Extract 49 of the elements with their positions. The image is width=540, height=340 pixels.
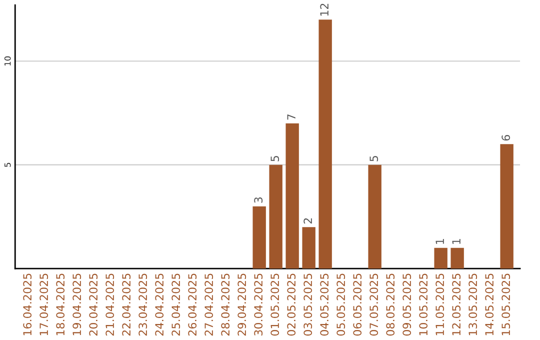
bar (269, 164, 282, 269)
bar (286, 123, 299, 269)
x-tick-label: 29.04.2025 (238, 274, 246, 336)
x-tick-label: 20.04.2025 (89, 274, 98, 336)
x-tick-label: 27.04.2025 (204, 274, 214, 336)
x-tick-label: 17.04.2025 (40, 274, 48, 336)
x-tick-label: 30.04.2025 (254, 274, 263, 336)
x-tick-label: 22.04.2025 (122, 274, 131, 336)
bar (252, 206, 266, 269)
x-tick-label: 05.05.2025 (336, 274, 346, 336)
data-label: 3 (254, 197, 263, 203)
data-label: 5 (370, 156, 378, 162)
x-tick-label: 01.05.2025 (270, 274, 280, 336)
x-tick-label: 08.05.2025 (386, 274, 395, 336)
x-tick-label: 14.05.2025 (485, 274, 494, 336)
data-label: 1 (452, 239, 460, 244)
x-tick-label: 06.05.2025 (353, 274, 362, 336)
data-label: 1 (436, 239, 444, 244)
x-tick-label: 21.04.2025 (106, 274, 114, 336)
bar (302, 227, 316, 269)
x-tick-label: 10.05.2025 (419, 274, 428, 336)
x-tick-label: 25.04.2025 (172, 274, 180, 336)
bar (318, 20, 332, 269)
x-tick-label: 07.05.2025 (370, 274, 378, 336)
bar (434, 248, 448, 269)
x-tick-label: 18.04.2025 (56, 274, 65, 336)
bar (450, 248, 464, 269)
x-tick-label: 13.05.2025 (468, 274, 478, 336)
x-tick-label: 28.04.2025 (221, 274, 230, 336)
x-tick-label: 19.04.2025 (72, 274, 82, 336)
x-tick-label: 12.05.2025 (452, 274, 461, 336)
x-tick-label: 23.04.2025 (138, 274, 148, 336)
data-label: 5 (270, 156, 280, 162)
y-tick-label: 10 (4, 56, 11, 66)
x-tick-label: 02.05.2025 (287, 274, 296, 336)
data-label: 6 (502, 134, 510, 141)
x-tick-label: 16.04.2025 (23, 274, 32, 336)
x-tick-label: 03.05.2025 (304, 274, 312, 336)
x-tick-label: 09.05.2025 (402, 274, 412, 336)
x-tick-label: 04.05.2025 (320, 274, 329, 336)
bar (500, 144, 514, 269)
x-tick-label: 11.05.2025 (436, 274, 444, 336)
x-tick-label: 15.05.2025 (502, 274, 510, 336)
data-label: 7 (287, 114, 296, 120)
x-tick-label: 26.04.2025 (188, 274, 197, 336)
data-label: 12 (320, 4, 328, 16)
data-label: 2 (304, 218, 312, 224)
bar (368, 164, 382, 269)
x-tick-label: 24.04.2025 (155, 274, 164, 336)
